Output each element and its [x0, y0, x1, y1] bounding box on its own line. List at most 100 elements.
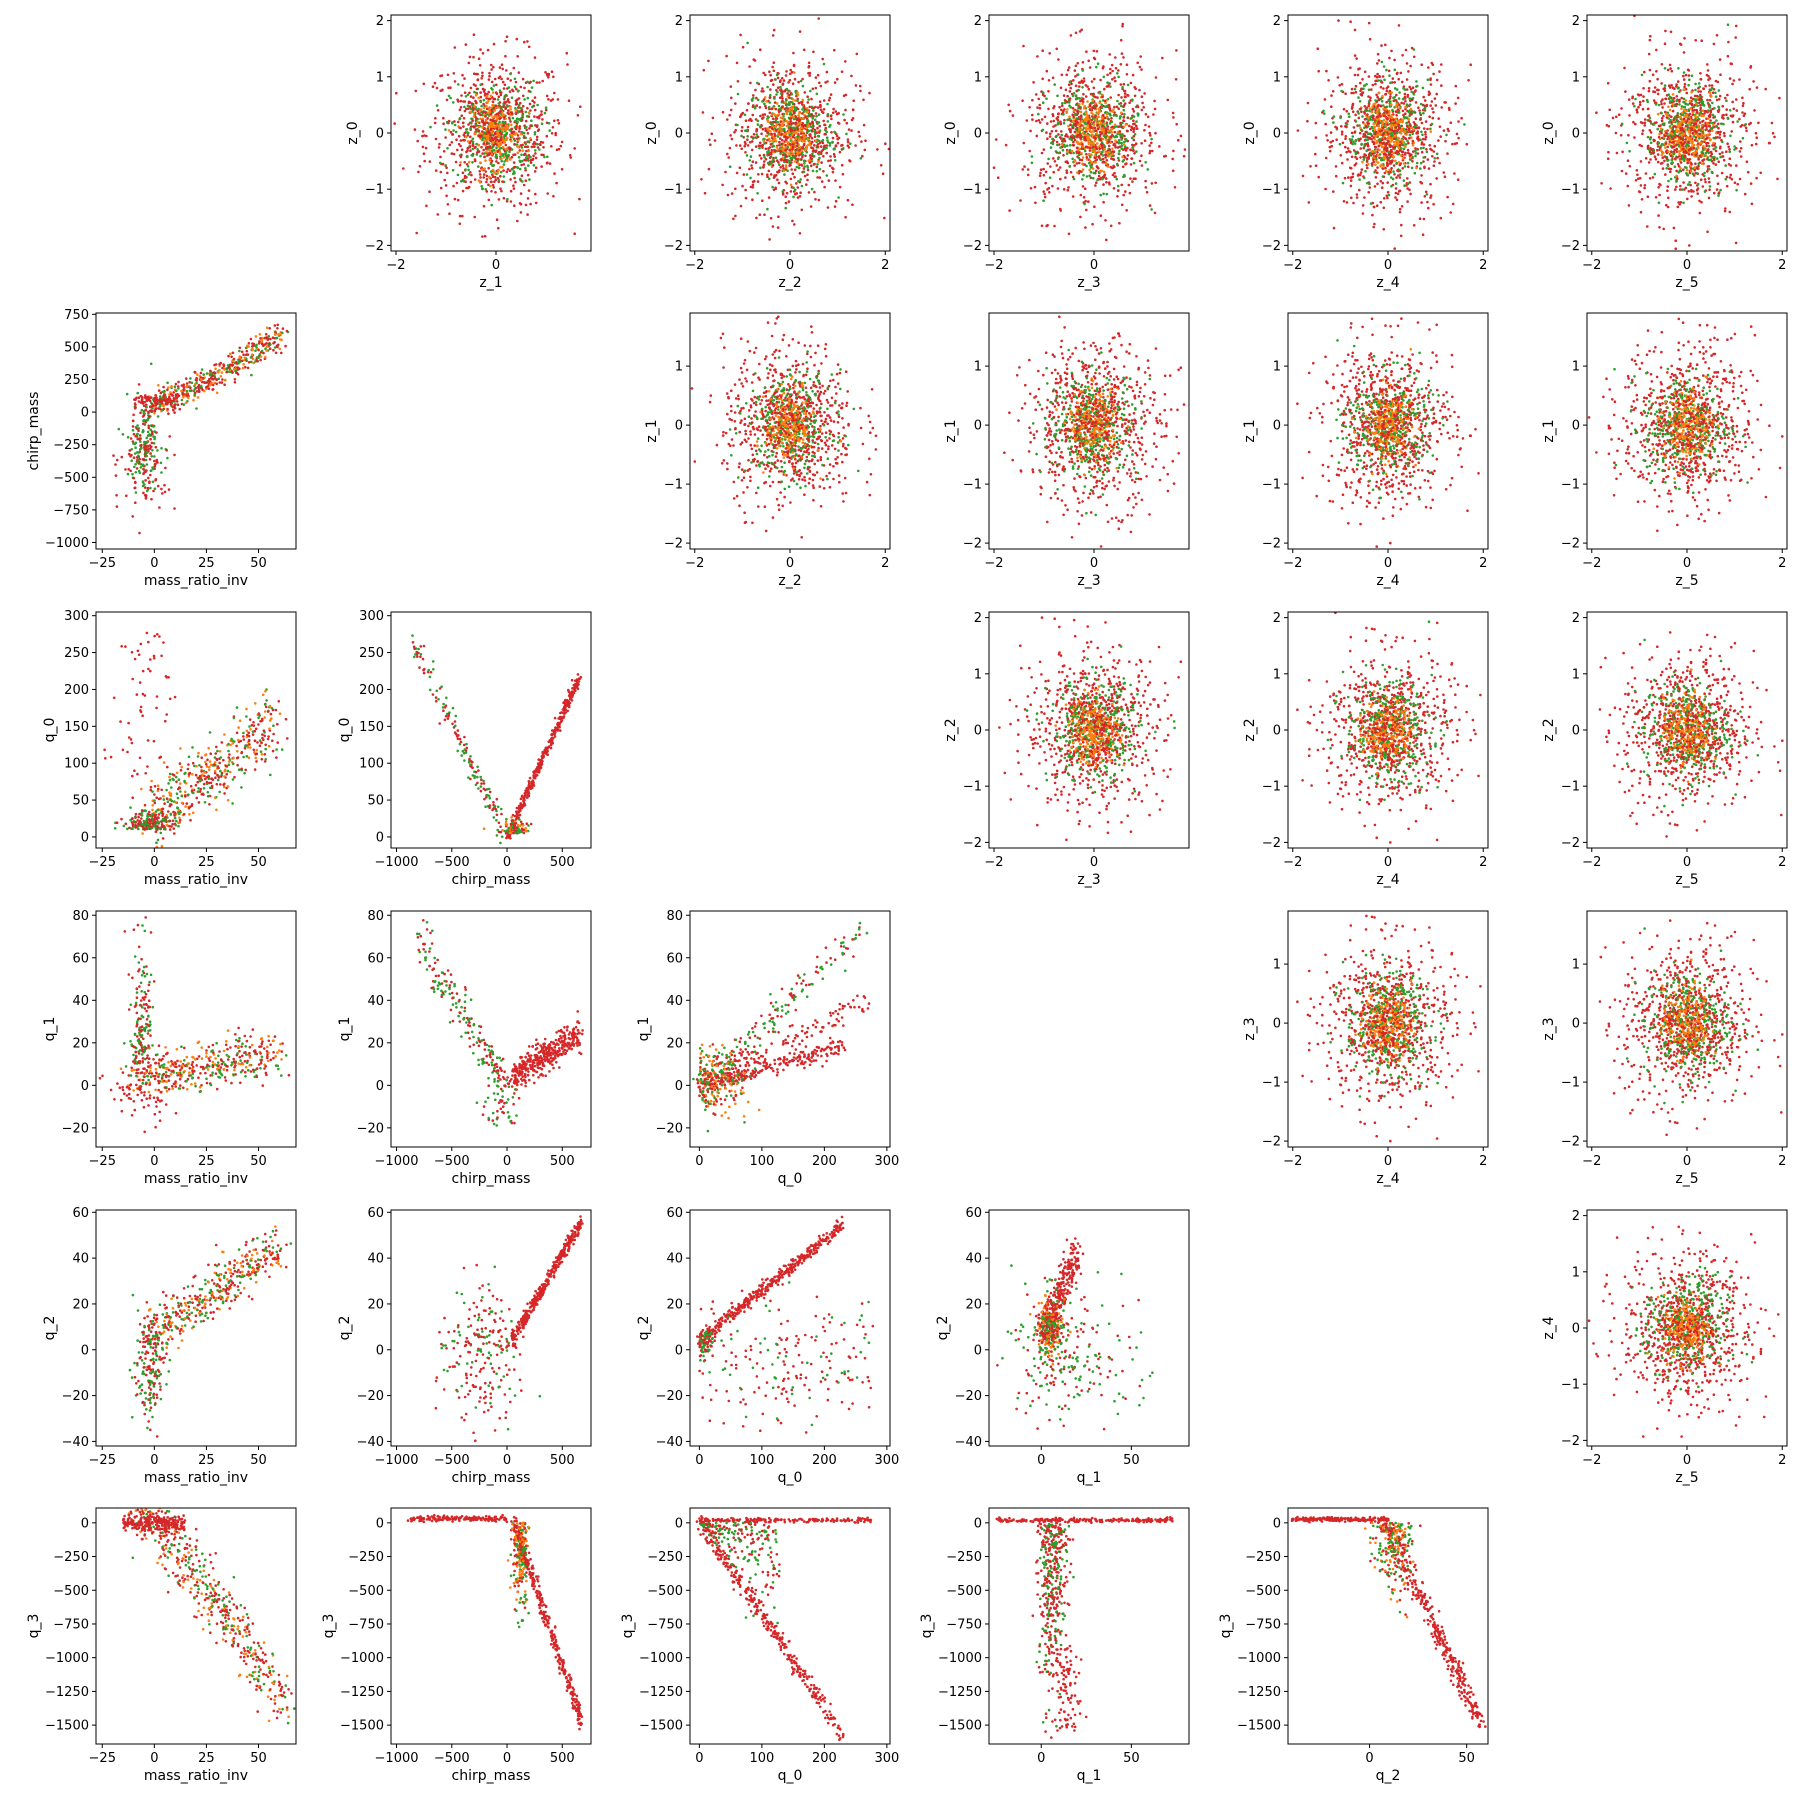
scatter-point: [1376, 52, 1380, 56]
scatter-point: [476, 109, 480, 113]
scatter-point: [467, 61, 471, 65]
scatter-point: [1132, 138, 1136, 142]
scatter-point: [793, 175, 796, 179]
scatter-point: [500, 77, 503, 81]
scatter-point: [540, 165, 543, 168]
scatter-point: [1377, 79, 1380, 82]
scatter-point: [800, 164, 804, 167]
scatter-point: [1405, 88, 1409, 91]
scatter-point: [456, 148, 459, 152]
scatter-point: [1117, 156, 1120, 160]
scatter-point: [456, 98, 459, 101]
scatter-point: [459, 161, 462, 164]
scatter-point: [463, 131, 467, 135]
scatter-point: [1382, 65, 1386, 68]
scatter-point: [481, 113, 484, 117]
scatter-point: [1451, 202, 1455, 206]
scatter-point: [516, 55, 519, 58]
scatter-point: [456, 120, 460, 124]
scatter-point: [540, 122, 544, 125]
scatter-point: [1063, 101, 1067, 105]
scatter-point: [823, 185, 826, 189]
scatter-point: [1423, 99, 1427, 102]
scatter-point: [1371, 213, 1374, 217]
scatter-point: [793, 223, 796, 226]
scatter-point: [1363, 112, 1367, 115]
scatter-point: [1144, 161, 1147, 164]
scatter-point: [1104, 156, 1107, 159]
scatter-point: [1456, 96, 1460, 100]
scatter-point: [1422, 160, 1425, 163]
scatter-point: [1104, 136, 1108, 139]
scatter-point: [536, 146, 540, 149]
scatter-point: [767, 153, 771, 156]
scatter-point: [1057, 168, 1060, 172]
scatter-point: [466, 140, 470, 143]
scatter-point: [1042, 174, 1046, 177]
scatter-point: [774, 156, 778, 159]
scatter-point: [1078, 123, 1081, 126]
scatter-point: [1097, 155, 1101, 158]
scatter-point: [788, 122, 791, 125]
scatter-point: [1405, 128, 1408, 131]
scatter-point: [1393, 173, 1396, 176]
scatter-point: [1340, 133, 1344, 136]
scatter-point: [1153, 107, 1157, 111]
scatter-point: [1030, 155, 1034, 158]
scatter-point: [444, 184, 448, 187]
scatter-point: [812, 154, 816, 158]
scatter-point: [1429, 83, 1433, 86]
scatter-point: [514, 112, 518, 115]
scatter-point: [1401, 97, 1405, 101]
scatter-point: [1068, 90, 1072, 93]
scatter-point: [859, 89, 862, 93]
scatter-point: [1051, 184, 1054, 188]
scatter-point: [453, 120, 456, 123]
scatter-point: [817, 150, 821, 154]
scatter-point: [1376, 95, 1379, 99]
scatter-point: [793, 111, 796, 114]
scatter-point: [798, 232, 802, 235]
scatter-point: [529, 202, 532, 206]
scatter-point: [492, 84, 496, 87]
scatter-point: [1359, 156, 1362, 159]
scatter-point: [536, 142, 539, 146]
scatter-point: [1064, 176, 1067, 179]
scatter-point: [778, 149, 781, 153]
scatter-point: [1072, 92, 1076, 95]
scatter-point: [1116, 195, 1119, 198]
scatter-point: [1109, 224, 1113, 228]
scatter-point: [1120, 52, 1124, 55]
scatter-point: [528, 102, 532, 106]
scatter-point: [1036, 106, 1039, 109]
scatter-point: [810, 105, 814, 109]
scatter-point: [1387, 193, 1391, 197]
scatter-point: [1433, 160, 1436, 163]
scatter-point: [448, 212, 451, 215]
scatter-point: [1369, 115, 1372, 119]
scatter-point: [453, 80, 457, 83]
scatter-point: [465, 176, 468, 179]
axes-frame: [988, 14, 1190, 252]
scatter-point: [1104, 162, 1108, 165]
scatter-point: [774, 78, 777, 81]
scatter-point: [545, 121, 549, 125]
scatter-point: [446, 73, 450, 77]
scatter-point: [497, 161, 500, 165]
scatter-point: [994, 138, 998, 141]
scatter-point: [1126, 146, 1129, 150]
scatter-point: [1392, 96, 1395, 100]
scatter-point: [1397, 77, 1400, 81]
scatter-point: [1406, 148, 1410, 152]
scatter-point: [748, 141, 752, 144]
scatter-point: [476, 120, 479, 124]
scatter-point: [1323, 112, 1326, 115]
scatter-point: [741, 184, 744, 188]
scatter-point: [784, 206, 787, 210]
scatter-point: [499, 174, 502, 178]
scatter-point: [761, 127, 765, 131]
scatter-point: [499, 110, 502, 113]
scatter-point: [1081, 156, 1085, 159]
scatter-point: [1317, 69, 1320, 73]
scatter-point: [1114, 66, 1118, 70]
